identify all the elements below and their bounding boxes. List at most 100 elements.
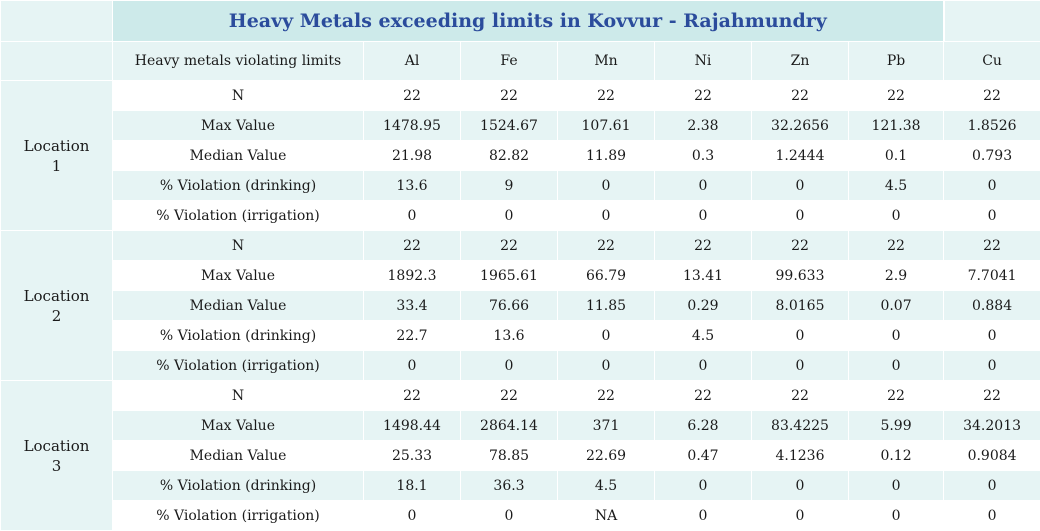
table-cell: 11.85 — [558, 291, 655, 321]
table-cell: 1.8526 — [944, 111, 1040, 141]
table-cell: 5.99 — [849, 411, 944, 441]
row-label: N — [113, 381, 364, 411]
table-cell: 22 — [558, 81, 655, 111]
table-cell: 0 — [461, 351, 558, 381]
location-label-line1: Location — [1, 286, 112, 306]
table-cell: 22 — [558, 231, 655, 261]
table-cell: 2.38 — [655, 111, 752, 141]
row-label: Median Value — [113, 141, 364, 171]
title-blank-cell — [1, 1, 113, 42]
table-cell: 7.7041 — [944, 261, 1040, 291]
table-cell: 0.29 — [655, 291, 752, 321]
table-cell: 22 — [364, 231, 461, 261]
table-cell: 22 — [461, 381, 558, 411]
row-label: % Violation (drinking) — [113, 471, 364, 501]
table-cell: 0 — [944, 321, 1040, 351]
table-cell: 83.4225 — [752, 411, 849, 441]
table-cell: 22 — [655, 231, 752, 261]
table-cell: 0 — [752, 201, 849, 231]
location-label-line1: Location — [1, 136, 112, 156]
table-cell: 22.7 — [364, 321, 461, 351]
table-cell: 99.633 — [752, 261, 849, 291]
table-cell: 22 — [944, 231, 1040, 261]
row-label: Max Value — [113, 111, 364, 141]
table-cell: 0 — [461, 501, 558, 531]
table-cell: 76.66 — [461, 291, 558, 321]
table-cell: 36.3 — [461, 471, 558, 501]
row-label: Median Value — [113, 441, 364, 471]
table-cell: 22 — [558, 381, 655, 411]
table-cell: 1524.67 — [461, 111, 558, 141]
table-cell: 22 — [849, 231, 944, 261]
table-cell: 25.33 — [364, 441, 461, 471]
table-cell: 22 — [461, 81, 558, 111]
table-cell: 0.12 — [849, 441, 944, 471]
table-cell: 0 — [849, 201, 944, 231]
table-cell: 0 — [655, 171, 752, 201]
table-cell: 0 — [558, 201, 655, 231]
table-cell: 13.41 — [655, 261, 752, 291]
table-cell: 22 — [461, 231, 558, 261]
table-title: Heavy Metals exceeding limits in Kovvur … — [113, 1, 944, 42]
table-cell: 0.3 — [655, 141, 752, 171]
title-row: Heavy Metals exceeding limits in Kovvur … — [1, 1, 1040, 42]
row-label: N — [113, 231, 364, 261]
table-cell: 0 — [558, 321, 655, 351]
table-cell: 0 — [364, 501, 461, 531]
table-cell: 0 — [849, 321, 944, 351]
table-cell: 4.5 — [558, 471, 655, 501]
row-label: Max Value — [113, 411, 364, 441]
table-cell: 1478.95 — [364, 111, 461, 141]
table-cell: 22 — [944, 81, 1040, 111]
table-cell: 0 — [655, 351, 752, 381]
row-label: % Violation (irrigation) — [113, 351, 364, 381]
table-cell: 22 — [752, 381, 849, 411]
location-label-line2: 1 — [1, 156, 112, 176]
table-cell: 0.47 — [655, 441, 752, 471]
table-cell: 0.793 — [944, 141, 1040, 171]
table-cell: 0 — [655, 201, 752, 231]
table-cell: 0.884 — [944, 291, 1040, 321]
table-cell: 0 — [752, 501, 849, 531]
table-cell: 0.07 — [849, 291, 944, 321]
table-cell: 0 — [655, 501, 752, 531]
row-label: Max Value — [113, 261, 364, 291]
table-cell: 22 — [752, 81, 849, 111]
table-cell: 0 — [849, 471, 944, 501]
table-cell: 13.6 — [461, 321, 558, 351]
table-cell: 1498.44 — [364, 411, 461, 441]
header-metal-mn: Mn — [558, 42, 655, 81]
table-cell: 2.9 — [849, 261, 944, 291]
table-cell: 22 — [849, 81, 944, 111]
table-cell: 0 — [944, 501, 1040, 531]
header-metal-al: Al — [364, 42, 461, 81]
table-cell: 32.2656 — [752, 111, 849, 141]
table-cell: 1892.3 — [364, 261, 461, 291]
row-label: N — [113, 81, 364, 111]
location-label-line1: Location — [1, 436, 112, 456]
table-cell: 121.38 — [849, 111, 944, 141]
title-spacer-cell — [944, 1, 1040, 42]
table-cell: 0 — [461, 201, 558, 231]
table-cell: 66.79 — [558, 261, 655, 291]
table-cell: 9 — [461, 171, 558, 201]
table-cell: 18.1 — [364, 471, 461, 501]
row-label: % Violation (drinking) — [113, 171, 364, 201]
table-cell: 1965.61 — [461, 261, 558, 291]
table-cell: 22.69 — [558, 441, 655, 471]
table-cell: 22 — [364, 81, 461, 111]
table-cell: 0 — [364, 201, 461, 231]
table-cell: 0 — [849, 501, 944, 531]
